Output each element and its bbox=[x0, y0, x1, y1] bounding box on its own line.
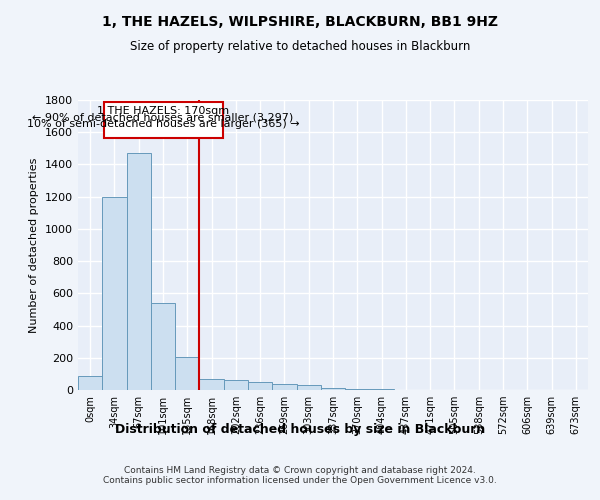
Bar bbox=[102, 196, 127, 390]
Text: 10% of semi-detached houses are larger (365) →: 10% of semi-detached houses are larger (… bbox=[26, 119, 299, 129]
Bar bbox=[370, 389, 394, 390]
Bar bbox=[296, 385, 321, 390]
Bar bbox=[151, 303, 175, 390]
Text: 1, THE HAZELS, WILPSHIRE, BLACKBURN, BB1 9HZ: 1, THE HAZELS, WILPSHIRE, BLACKBURN, BB1… bbox=[102, 15, 498, 29]
Bar bbox=[248, 382, 272, 390]
Text: Size of property relative to detached houses in Blackburn: Size of property relative to detached ho… bbox=[130, 40, 470, 53]
Bar bbox=[175, 357, 199, 390]
Bar bbox=[345, 388, 370, 390]
Text: Distribution of detached houses by size in Blackburn: Distribution of detached houses by size … bbox=[115, 422, 485, 436]
Text: 1 THE HAZELS: 170sqm: 1 THE HAZELS: 170sqm bbox=[97, 106, 229, 117]
Text: ← 90% of detached houses are smaller (3,297): ← 90% of detached houses are smaller (3,… bbox=[32, 113, 293, 123]
Bar bbox=[224, 380, 248, 390]
Bar bbox=[321, 388, 345, 390]
Bar bbox=[199, 378, 224, 390]
Y-axis label: Number of detached properties: Number of detached properties bbox=[29, 158, 40, 332]
Bar bbox=[127, 153, 151, 390]
Bar bbox=[272, 384, 296, 390]
Bar bbox=[78, 376, 102, 390]
Bar bbox=[104, 102, 223, 138]
Text: Contains HM Land Registry data © Crown copyright and database right 2024.
Contai: Contains HM Land Registry data © Crown c… bbox=[103, 466, 497, 485]
